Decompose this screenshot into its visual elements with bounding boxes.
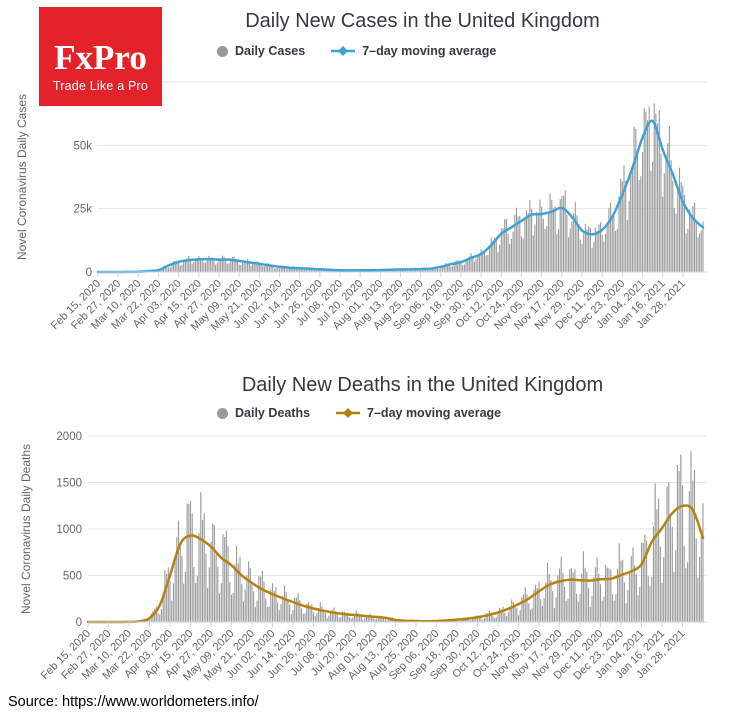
svg-text:25k: 25k (73, 204, 92, 216)
gridlines (88, 435, 707, 576)
cases-moving-average-marker-icon (331, 45, 356, 57)
cases-chart-title: Daily New Cases in the United Kingdom (245, 10, 600, 32)
svg-text:0: 0 (86, 267, 92, 279)
deaths-legend: Daily Deaths 7–day moving average (217, 406, 501, 420)
legend-item-cases-moving-average[interactable]: 7–day moving average (331, 44, 496, 58)
daily-deaths-marker-icon (217, 407, 228, 419)
svg-text:2000: 2000 (56, 431, 82, 443)
daily-bars (131, 450, 704, 622)
source-text: Source: https://www.worldometers.info/ (8, 694, 259, 710)
x-axis-ticks (97, 272, 684, 277)
y-axis-title: Novel Coronavirus Daily Cases (15, 94, 29, 260)
fxpro-logo: FxPro Trade Like a Pro (39, 7, 162, 106)
svg-text:500: 500 (63, 571, 82, 583)
daily-bars (139, 103, 704, 272)
legend-label-deaths-moving-average: 7–day moving average (367, 406, 502, 420)
svg-text:1500: 1500 (56, 478, 82, 490)
moving-average-line (86, 504, 705, 624)
svg-text:1000: 1000 (56, 524, 82, 536)
deaths-moving-average-marker-icon (336, 407, 361, 419)
legend-item-deaths-moving-average[interactable]: 7–day moving average (336, 406, 501, 420)
logo-brand-text: FxPro (54, 38, 147, 77)
legend-label-daily-deaths: Daily Deaths (235, 406, 311, 420)
logo-tagline-text: Trade Like a Pro (52, 79, 149, 93)
cases-legend: Daily Cases 7–day moving average (217, 44, 496, 58)
legend-item-daily-deaths[interactable]: Daily Deaths (217, 406, 310, 420)
legend-item-daily-cases[interactable]: Daily Cases (217, 44, 305, 58)
x-axis-ticks (87, 622, 683, 627)
moving-average-line (96, 119, 705, 274)
y-axis-title: Novel Coronavirus Daily Deaths (19, 444, 33, 614)
svg-text:50k: 50k (73, 140, 92, 152)
legend-label-cases-moving-average: 7–day moving average (362, 44, 497, 58)
gridlines (98, 81, 707, 210)
svg-text:0: 0 (76, 617, 82, 629)
daily-cases-marker-icon (217, 45, 228, 57)
y-axis-labels: 0 500 1000 1500 2000 (56, 431, 82, 629)
y-axis-labels: 0 25k 50k (73, 140, 92, 279)
legend-label-daily-cases: Daily Cases (235, 44, 306, 58)
deaths-chart-title: Daily New Deaths in the United Kingdom (241, 374, 604, 396)
